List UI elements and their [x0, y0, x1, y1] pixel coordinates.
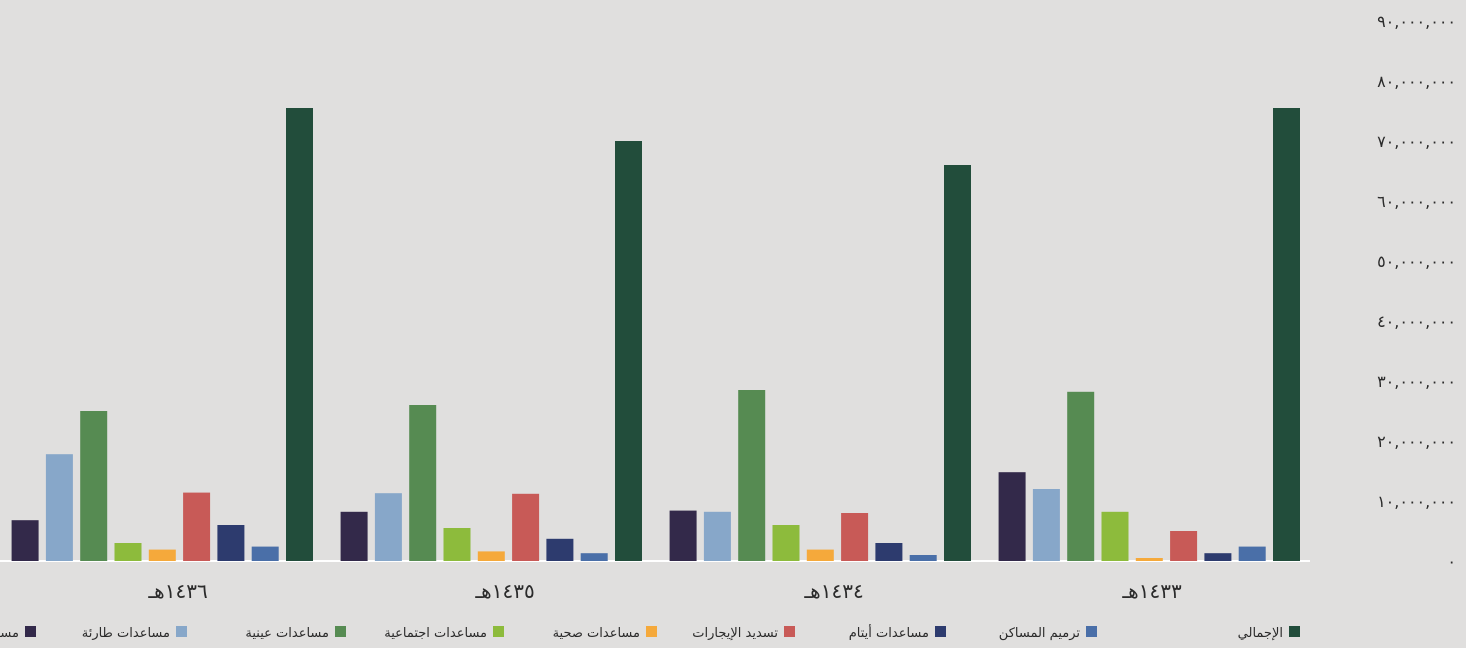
bar: [286, 108, 313, 561]
y-tick-label: ٨٠,٠٠٠,٠٠٠: [1377, 72, 1456, 91]
bar: [841, 513, 869, 561]
y-tick-label: ٩٠,٠٠٠,٠٠٠: [1377, 12, 1456, 31]
bar: [1135, 558, 1163, 561]
x-category-label: ١٤٣٥هـ: [474, 579, 534, 603]
bar: [1204, 553, 1232, 561]
legend-swatch: [1086, 626, 1097, 637]
legend-label: مساعدات طارئة: [82, 626, 170, 641]
legend-label: مساعدات دائمة: [0, 626, 19, 641]
bar: [546, 538, 574, 561]
bar: [148, 549, 176, 561]
bar: [443, 528, 471, 561]
bar: [944, 165, 971, 561]
y-tick-label: ٦٠,٠٠٠,٠٠٠: [1377, 192, 1456, 211]
y-tick-label: ٥٠,٠٠٠,٠٠٠: [1377, 252, 1456, 271]
bar: [183, 492, 211, 561]
y-tick-label: ٧٠,٠٠٠,٠٠٠: [1377, 132, 1456, 151]
bar: [1273, 108, 1300, 561]
bar: [909, 555, 937, 561]
x-category-label: ١٤٣٦هـ: [147, 579, 207, 603]
bar: [409, 405, 437, 561]
bar: [806, 549, 834, 561]
bar: [1067, 391, 1095, 561]
bar: [340, 511, 368, 561]
y-tick-label: ١٠,٠٠٠,٠٠٠: [1377, 492, 1456, 511]
legend-swatch: [493, 626, 504, 637]
bar: [114, 543, 142, 561]
legend-swatch: [784, 626, 795, 637]
bar: [1170, 531, 1198, 561]
legend-label: مساعدات اجتماعية: [384, 626, 487, 641]
legend-label: تسديد الإيجارات: [692, 626, 778, 641]
legend-swatch: [25, 626, 36, 637]
legend-swatch: [646, 626, 657, 637]
legend-swatch: [935, 626, 946, 637]
x-axis-categories: ١٤٣٣هـ ١٤٣٤هـ ١٤٣٥هـ ١٤٣٦هـ: [147, 579, 1182, 603]
bar: [1032, 489, 1060, 561]
y-axis-ticks: ٠ ١٠,٠٠٠,٠٠٠ ٢٠,٠٠٠,٠٠٠ ٣٠,٠٠٠,٠٠٠ ٤٠,٠٠٠,٠٠…: [1377, 12, 1456, 571]
bar: [772, 525, 800, 561]
bar: [374, 493, 402, 561]
legend-swatch: [1289, 626, 1300, 637]
legend-label: مساعدات عينية: [245, 626, 329, 641]
x-category-label: ١٤٣٣هـ: [1121, 579, 1182, 603]
bar: [80, 411, 108, 561]
bar: [580, 553, 608, 561]
bar: [11, 520, 39, 561]
bar: [1238, 546, 1266, 561]
bar: [1101, 511, 1129, 561]
legend-label: الإجمالي: [1238, 626, 1283, 641]
bar: [251, 546, 279, 561]
legend-label: مساعدات أيتام: [849, 624, 929, 641]
legend: الإجمالي ترميم المساكن مساعدات أيتام تسديد …: [0, 624, 1300, 641]
bar: [703, 511, 731, 561]
bar: [615, 141, 642, 561]
bar: [669, 510, 697, 561]
legend-label: مساعدات صحية: [553, 626, 640, 641]
bar: [45, 454, 73, 561]
legend-label: ترميم المساكن: [999, 626, 1081, 641]
x-category-label: ١٤٣٤هـ: [803, 579, 863, 603]
bar: [477, 551, 505, 561]
bar: [512, 493, 540, 561]
y-tick-label: ٢٠,٠٠٠,٠٠٠: [1377, 432, 1456, 451]
y-tick-label: ٠: [1447, 552, 1456, 571]
y-tick-label: ٤٠,٠٠٠,٠٠٠: [1377, 312, 1456, 331]
y-tick-label: ٣٠,٠٠٠,٠٠٠: [1377, 372, 1456, 391]
bar: [875, 543, 903, 561]
bar: [217, 525, 245, 561]
bar: [738, 390, 766, 561]
legend-swatch: [176, 626, 187, 637]
bars-layer: [11, 108, 1300, 561]
bar: [998, 472, 1026, 561]
legend-swatch: [335, 626, 346, 637]
